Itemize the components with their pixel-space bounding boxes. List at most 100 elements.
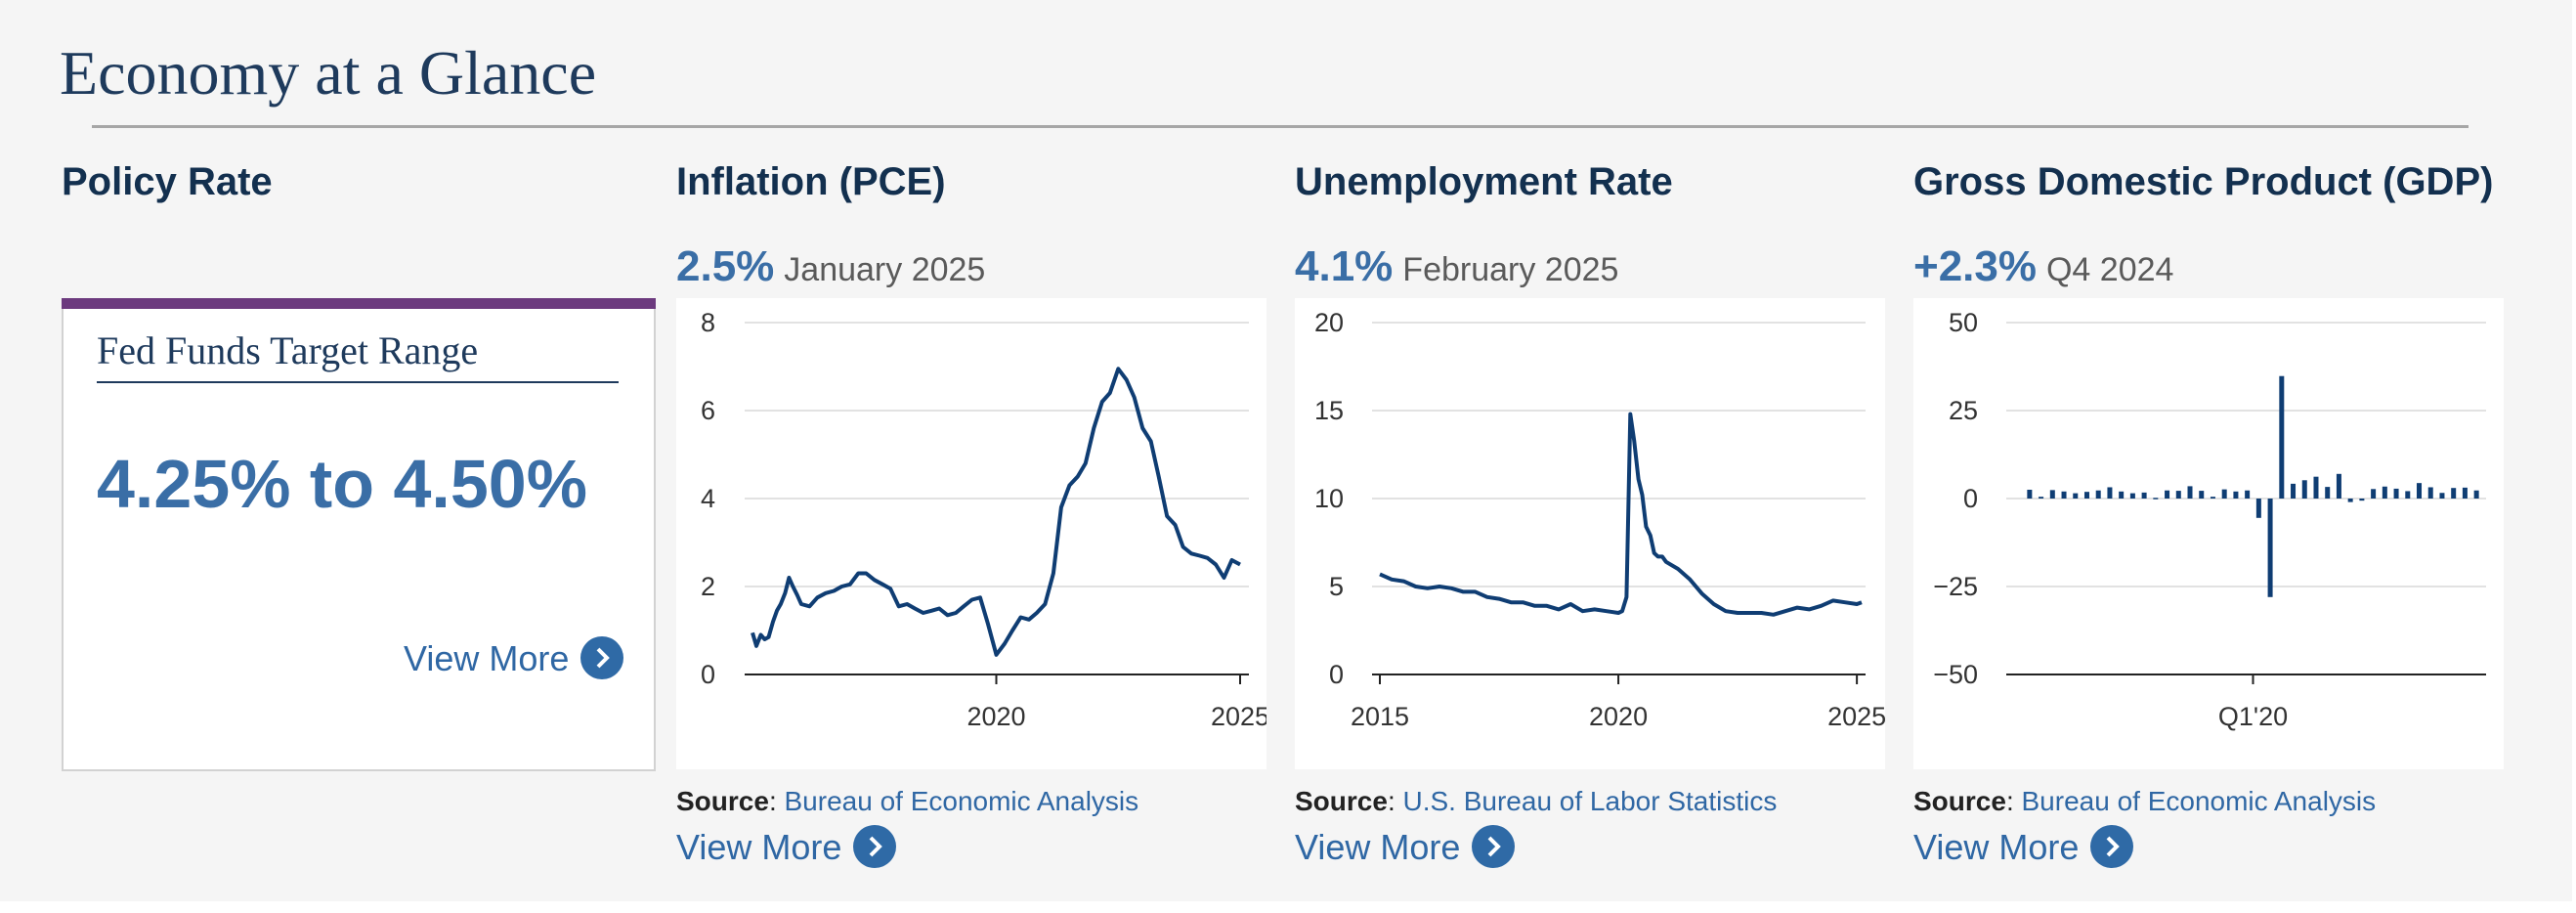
gdp-bar (2187, 486, 2193, 499)
chevron-right-icon (853, 825, 897, 869)
view-more-label: View More (1295, 827, 1461, 867)
inflation-heading: Inflation (PCE) (676, 160, 946, 203)
gdp-bar (2393, 488, 2399, 499)
gdp-source: Source: Bureau of Economic Analysis (1913, 786, 2377, 816)
gdp-headline: +2.3% Q4 2024 (1913, 242, 2173, 291)
unemployment-chart: 0 5 10 15 20 2015 2020 2025 (1295, 298, 1885, 769)
y-tick-label: 0 (701, 660, 715, 689)
gdp-bar (2405, 491, 2411, 499)
y-tick-label: −50 (1933, 660, 1978, 689)
x-tick-label: 2025 (1211, 702, 1267, 731)
gdp-bar (2141, 492, 2147, 499)
source-label: Source (1913, 786, 2006, 816)
gdp-bar (2267, 499, 2273, 597)
gdp-bar (2371, 489, 2377, 499)
gdp-bar (2175, 491, 2181, 499)
inflation-source-link[interactable]: Bureau of Economic Analysis (784, 786, 1139, 816)
gdp-bar (2027, 490, 2033, 499)
gdp-bar (2129, 493, 2135, 499)
gdp-view-more-link[interactable]: View More (1913, 825, 2134, 871)
gdp-chart: 50 25 0 −25 −50 Q1'20 (1913, 298, 2504, 769)
gdp-period: Q4 2024 (2045, 251, 2174, 288)
unemployment-source-link[interactable]: U.S. Bureau of Labor Statistics (1402, 786, 1778, 816)
gdp-bar (2107, 487, 2113, 499)
y-tick-label: 5 (1329, 572, 1344, 601)
y-tick-label: 20 (1314, 308, 1344, 337)
gdp-bar (2233, 491, 2239, 499)
gdp-bar (2347, 499, 2353, 502)
y-tick-label: 4 (701, 484, 715, 513)
chevron-right-icon (580, 636, 624, 680)
y-tick-label: 10 (1314, 484, 1344, 513)
unemployment-headline: 4.1% February 2025 (1295, 242, 1618, 291)
inflation-period: January 2025 (784, 251, 986, 288)
gdp-bar (2417, 483, 2423, 499)
title-divider (92, 125, 2469, 128)
inflation-chart-svg: 0 2 4 6 8 2020 2025 (701, 308, 1267, 731)
inflation-chart: 0 2 4 6 8 2020 2025 (676, 298, 1267, 769)
y-tick-label: 0 (1329, 660, 1344, 689)
gdp-bar (2359, 499, 2365, 501)
y-tick-label: 6 (701, 396, 715, 425)
inflation-value: 2.5% (676, 242, 775, 290)
fed-funds-range: 4.25% to 4.50% (97, 446, 587, 522)
gdp-source-link[interactable]: Bureau of Economic Analysis (2021, 786, 2377, 816)
gdp-bar (2313, 476, 2319, 499)
y-tick-label: 2 (701, 572, 715, 601)
gdp-bar (2210, 497, 2215, 499)
card-title: Fed Funds Target Range (97, 328, 479, 372)
unemployment-heading: Unemployment Rate (1295, 160, 1673, 203)
unemployment-period: February 2025 (1402, 251, 1619, 288)
gdp-bar (2119, 491, 2125, 499)
y-tick-label: 25 (1949, 396, 1978, 425)
unemployment-chart-svg: 0 5 10 15 20 2015 2020 2025 (1314, 308, 1885, 731)
gdp-bar (2279, 375, 2285, 499)
gdp-bar (2336, 473, 2341, 499)
y-tick-label: −25 (1933, 572, 1978, 601)
x-tick-label: 2015 (1351, 702, 1409, 731)
gdp-bar (2049, 490, 2055, 499)
unemployment-view-more-link[interactable]: View More (1295, 825, 1516, 871)
y-tick-label: 50 (1949, 308, 1978, 337)
inflation-view-more-link[interactable]: View More (676, 825, 897, 871)
view-more-label: View More (676, 827, 842, 867)
policy-rate-heading: Policy Rate (62, 160, 273, 203)
gdp-bar (2439, 493, 2445, 499)
unemployment-value: 4.1% (1295, 242, 1394, 290)
gdp-bar (2083, 492, 2089, 499)
unemployment-source: Source: U.S. Bureau of Labor Statistics (1295, 786, 1778, 816)
gdp-bar (2095, 490, 2101, 499)
x-tick-label: 2020 (1589, 702, 1648, 731)
fed-funds-card: Fed Funds Target Range 4.25% to 4.50% Vi… (62, 298, 656, 771)
gdp-bar (2073, 493, 2079, 499)
gdp-bar (2061, 491, 2067, 499)
y-tick-label: 8 (701, 308, 715, 337)
x-tick-label: 2025 (1827, 702, 1885, 731)
gdp-bar (2291, 483, 2297, 499)
gdp-bar (2199, 491, 2205, 499)
gdp-bar (2382, 486, 2387, 499)
view-more-label: View More (404, 638, 570, 678)
gdp-bar (2451, 488, 2457, 499)
chevron-right-icon (1472, 825, 1516, 869)
y-tick-label: 0 (1963, 484, 1978, 513)
gdp-bar (2153, 498, 2159, 500)
x-tick-label: Q1'20 (2218, 702, 2288, 731)
gdp-bar (2325, 487, 2331, 499)
inflation-source: Source: Bureau of Economic Analysis (676, 786, 1139, 816)
unemployment-series-line (1379, 412, 1863, 617)
chevron-right-icon (2090, 825, 2134, 869)
source-label: Source (676, 786, 769, 816)
gdp-value: +2.3% (1913, 242, 2037, 290)
gdp-bar (2245, 490, 2251, 499)
view-more-label: View More (1913, 827, 2080, 867)
page-title: Economy at a Glance (60, 38, 597, 108)
gdp-chart-svg: 50 25 0 −25 −50 Q1'20 (1933, 308, 2486, 731)
gdp-bar (2473, 490, 2479, 499)
policy-view-more-link[interactable]: View More (404, 636, 624, 682)
gdp-bar (2427, 487, 2433, 499)
gdp-bar (2255, 499, 2261, 518)
inflation-headline: 2.5% January 2025 (676, 242, 985, 291)
y-tick-label: 15 (1314, 396, 1344, 425)
